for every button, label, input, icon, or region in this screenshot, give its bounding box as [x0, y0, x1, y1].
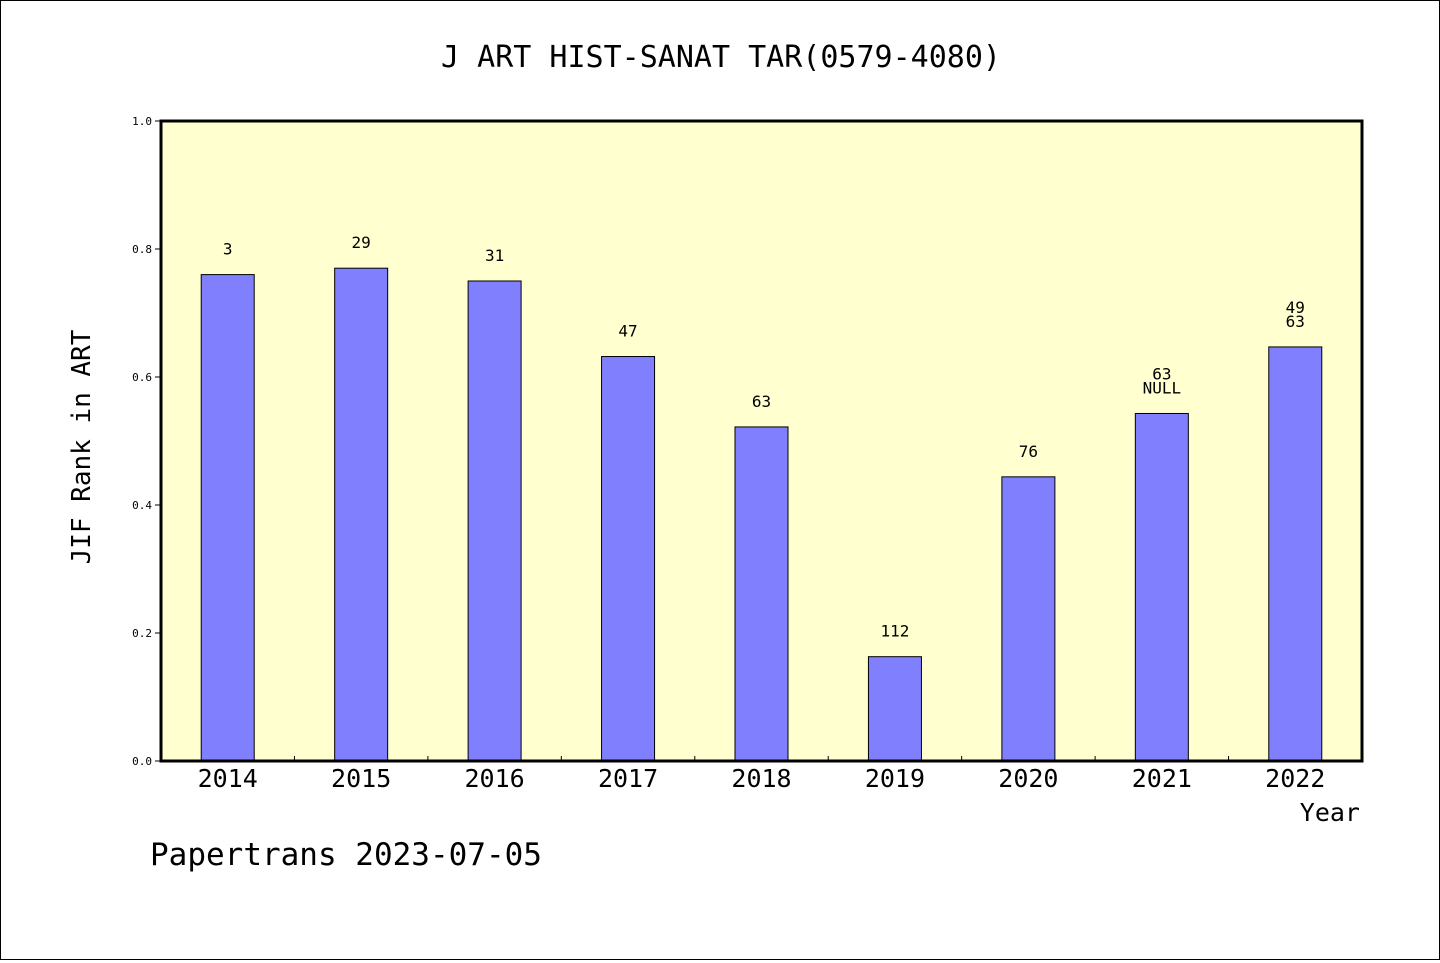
plot-border — [159, 119, 1364, 763]
bar-2017 — [601, 356, 656, 762]
x-axis-label: Year — [1300, 798, 1360, 827]
bar-2016 — [467, 280, 522, 762]
x-tick-label: 2021 — [1132, 764, 1192, 793]
bar-2015 — [334, 267, 389, 762]
y-axis: 0.0 0.2 0.4 0.6 0.8 1.0 — [132, 115, 161, 768]
y-tick-label: 0.8 — [132, 243, 152, 256]
bar-2020 — [1001, 476, 1056, 762]
x-tick-label: 2014 — [198, 764, 258, 793]
y-axis-label: JIF Rank in ART — [67, 329, 97, 564]
y-tick-label: 1.0 — [132, 115, 152, 128]
bar-2014 — [200, 274, 255, 762]
data-label-2016: 31 — [485, 246, 504, 265]
data-label-2021: NULL — [1143, 378, 1182, 397]
bar-2022 — [1268, 346, 1323, 762]
data-label-2022: 49 — [1286, 298, 1305, 317]
x-tick-label: 2016 — [465, 764, 525, 793]
footer-credit: Papertrans 2023-07-05 — [150, 837, 542, 873]
data-label-2021: 63 — [1152, 364, 1171, 383]
data-label-2017: 47 — [618, 322, 637, 341]
bar-2021 — [1134, 412, 1189, 762]
x-tick-label: 2017 — [598, 764, 658, 793]
x-tick-label: 2019 — [865, 764, 925, 793]
bar-2019 — [867, 656, 922, 762]
bars-group — [200, 267, 1323, 762]
chart-title: J ART HIST-SANAT TAR(0579-4080) — [441, 40, 1001, 75]
x-tick-label: 2015 — [331, 764, 391, 793]
data-label-2015: 29 — [352, 233, 371, 252]
data-label-2019: 112 — [880, 622, 909, 641]
x-tick-label: 2020 — [998, 764, 1058, 793]
data-label-2018: 63 — [752, 392, 771, 411]
data-label-2022: 63 — [1286, 312, 1305, 331]
x-axis: 2014 2015 2016 2017 2018 2019 2020 2021 2022 — [198, 756, 1325, 793]
y-tick-label: 0.4 — [132, 499, 152, 512]
x-tick-label: 2022 — [1265, 764, 1325, 793]
x-tick-label: 2018 — [731, 764, 791, 793]
data-label-2020: 76 — [1019, 442, 1038, 461]
y-tick-label: 0.6 — [132, 371, 152, 384]
y-tick-label: 0.2 — [132, 627, 152, 640]
y-tick-label: 0.0 — [132, 755, 152, 768]
data-label-2014: 3 — [223, 240, 233, 259]
bar-2018 — [734, 426, 789, 762]
